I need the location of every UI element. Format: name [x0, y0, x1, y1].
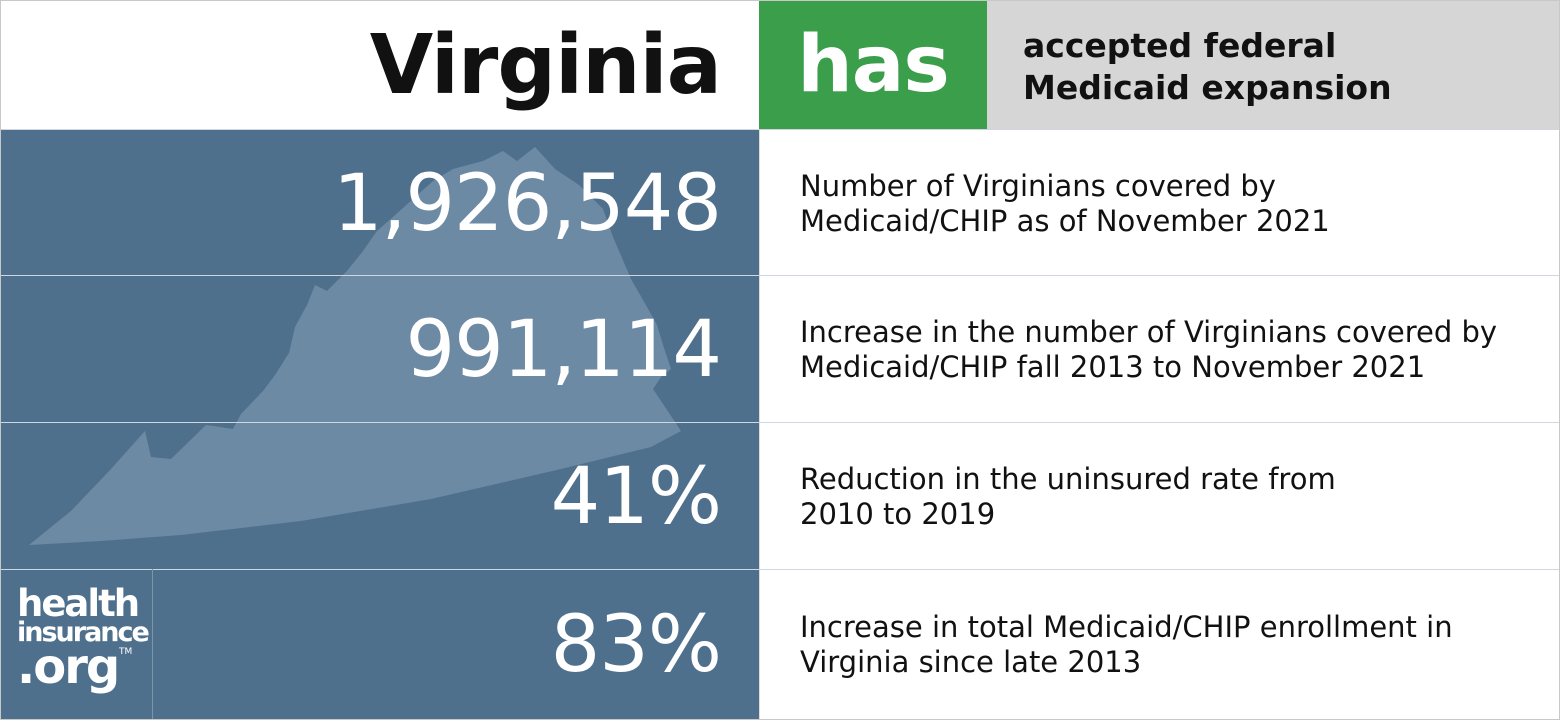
- stat-description-line2: Medicaid/CHIP as of November 2021: [800, 203, 1330, 238]
- logo-wordmark: health insurance .org: [17, 582, 150, 695]
- virginia-state-outline-icon: [1, 129, 759, 719]
- stat-description-line1: Number of Virginians covered by: [800, 168, 1276, 203]
- stat-row-enrollment-increase: 83% Increase in total Medicaid/CHIP enro…: [1, 569, 1559, 719]
- status-badge: has: [759, 1, 987, 129]
- status-description-line2: Medicaid expansion: [1023, 68, 1392, 107]
- stat-description: Increase in the number of Virginians cov…: [759, 276, 1559, 423]
- stat-value: 83%: [550, 600, 722, 690]
- state-map-shape: [29, 147, 681, 545]
- stat-value: 41%: [550, 451, 722, 542]
- stat-row-increase-covered: 991,114 Increase in the number of Virgin…: [1, 275, 1559, 423]
- status-description-line1: accepted federal: [1023, 26, 1337, 65]
- stats-panel: [1, 129, 759, 719]
- stat-value: 991,114: [405, 304, 722, 395]
- stat-description-line2: Medicaid/CHIP fall 2013 to November 2021: [800, 349, 1426, 384]
- logo-line-health: health: [17, 582, 140, 625]
- logo-trademark: TM: [119, 647, 133, 657]
- stat-description-line1: Increase in the number of Virginians cov…: [800, 314, 1498, 349]
- header: Virginia has accepted federal Medicaid e…: [1, 1, 1559, 129]
- status-description: accepted federal Medicaid expansion: [987, 1, 1559, 129]
- stat-row-total-covered: 1,926,548 Number of Virginians covered b…: [1, 129, 1559, 277]
- healthinsurance-logo: health insurance .org TM: [1, 569, 153, 719]
- stat-description: Number of Virginians covered by Medicaid…: [759, 130, 1559, 277]
- logo-line-insurance: insurance: [17, 617, 150, 648]
- state-name: Virginia: [369, 17, 722, 113]
- stat-description: Increase in total Medicaid/CHIP enrollme…: [759, 570, 1559, 719]
- stat-description-line2: 2010 to 2019: [800, 496, 996, 531]
- stat-description-line1: Increase in total Medicaid/CHIP enrollme…: [800, 610, 1453, 644]
- stat-description-line2: Virginia since late 2013: [800, 645, 1142, 679]
- logo-line-org: .org: [17, 639, 120, 695]
- stat-description: Reduction in the uninsured rate from 201…: [759, 423, 1559, 570]
- stat-value: 1,926,548: [333, 158, 722, 249]
- stat-row-uninsured-reduction: 41% Reduction in the uninsured rate from…: [1, 422, 1559, 570]
- stat-description-line1: Reduction in the uninsured rate from: [800, 461, 1336, 496]
